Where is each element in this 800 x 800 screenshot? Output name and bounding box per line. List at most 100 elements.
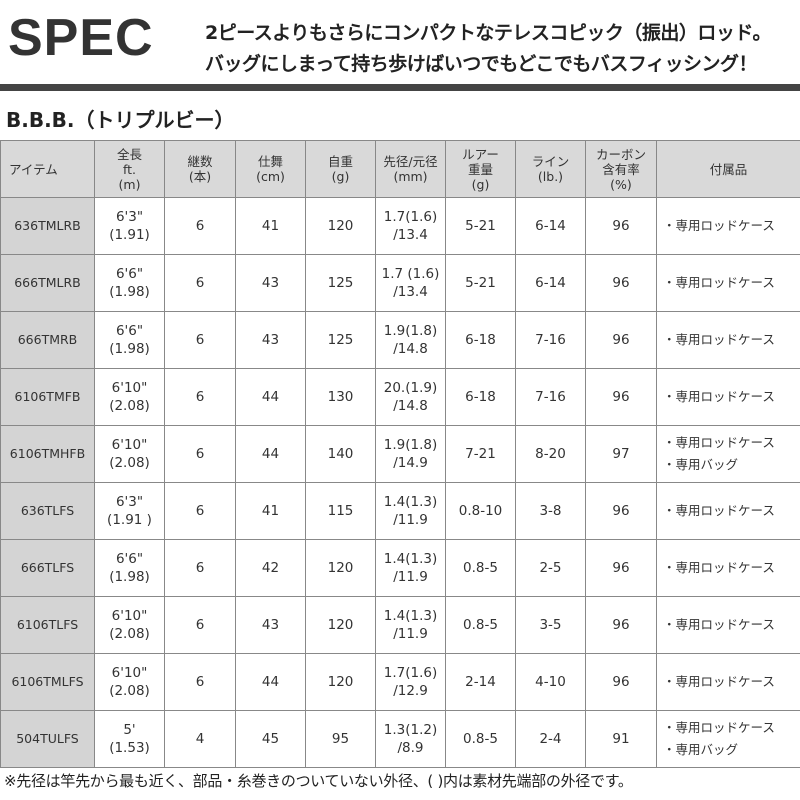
item-cell-text: 6106TMLFS xyxy=(11,674,84,689)
weight-cell: 120 xyxy=(305,596,376,654)
weight-cell-text: 140 xyxy=(327,446,354,462)
lure-weight-cell: 2-14 xyxy=(445,653,516,711)
lure-weight-cell: 0.8-10 xyxy=(445,482,516,540)
header-text: (g) xyxy=(331,169,350,184)
length-cell: 5' (1.53) xyxy=(94,710,165,768)
item-cell-text: 666TMRB xyxy=(17,332,78,347)
header-text: アイテム xyxy=(9,161,58,177)
column-header: 先径/元径 (mm) xyxy=(375,140,446,198)
closed-length-cell: 43 xyxy=(235,311,306,369)
header-text: (m) xyxy=(118,176,141,192)
carbon-cell-text: 96 xyxy=(612,275,630,291)
weight-cell-text: 120 xyxy=(327,560,354,576)
length-cell: 6'10" (2.08) xyxy=(94,425,165,483)
header-text: 付属品 xyxy=(709,161,748,177)
pieces-cell: 6 xyxy=(164,368,236,426)
accessories-cell: ・専用ロッドケース xyxy=(656,368,800,426)
accessories-cell: ・専用ロッドケース xyxy=(656,539,800,597)
carbon-cell: 96 xyxy=(585,596,657,654)
column-header: 付属品 xyxy=(656,140,800,198)
diameter-cell-text: 1.4(1.3) xyxy=(383,551,438,567)
length-cell-text: (2.08) xyxy=(109,683,150,699)
header-text: (cm) xyxy=(256,169,285,184)
pieces-cell: 4 xyxy=(164,710,236,768)
item-cell: 666TMRB xyxy=(0,311,95,369)
line-cell-text: 6-14 xyxy=(535,275,566,291)
spec-title: SPEC xyxy=(8,9,154,67)
length-cell: 6'10" (2.08) xyxy=(94,368,165,426)
closed-length-cell: 41 xyxy=(235,197,306,255)
header-text: (%) xyxy=(610,176,632,192)
header-text: ルアー xyxy=(462,146,499,162)
accessories-cell-text: ・専用ロッドケース xyxy=(663,435,775,450)
length-cell-text: 6'6" xyxy=(115,323,144,339)
lure-weight-cell-text: 0.8-10 xyxy=(458,503,503,519)
pieces-cell-text: 6 xyxy=(195,503,205,519)
diameter-cell: 1.4(1.3) /11.9 xyxy=(375,482,446,540)
accessories-cell-text: ・専用バッグ xyxy=(663,742,739,757)
lure-weight-cell-text: 0.8-5 xyxy=(463,617,498,633)
length-cell-text: (1.53) xyxy=(109,740,150,756)
accessories-cell: ・専用ロッドケース xyxy=(656,653,800,711)
weight-cell: 95 xyxy=(305,710,376,768)
header-text: 自重 xyxy=(327,154,353,169)
item-cell: 666TMLRB xyxy=(0,254,95,312)
diameter-cell-text: 1.7(1.6) xyxy=(383,665,438,681)
closed-length-cell-text: 44 xyxy=(261,674,280,690)
line-cell-text: 6-14 xyxy=(535,218,566,234)
line-cell-text: 7-16 xyxy=(535,332,566,348)
length-cell-text: 6'10" xyxy=(111,380,148,396)
table-row: 504TULFS 5' (1.53) 4 45 95 1.3(1.2) /8.9 0.8-5 2-… xyxy=(0,710,800,768)
length-cell-text: (2.08) xyxy=(109,398,150,414)
pieces-cell-text: 4 xyxy=(195,731,205,747)
column-header: 仕舞 (cm) xyxy=(235,140,306,198)
lure-weight-cell-text: 6-18 xyxy=(465,389,496,405)
lure-weight-cell: 6-18 xyxy=(445,311,516,369)
diameter-cell: 1.4(1.3) /11.9 xyxy=(375,596,446,654)
diameter-cell-text: /14.8 xyxy=(393,398,428,414)
length-cell: 6'6" (1.98) xyxy=(94,539,165,597)
column-header: カーボン 含有率 (%) xyxy=(585,140,657,198)
accessories-cell: ・専用ロッドケース ・専用バッグ xyxy=(656,710,800,768)
diameter-cell-text: /14.8 xyxy=(393,341,428,357)
item-cell: 6106TMFB xyxy=(0,368,95,426)
weight-cell: 125 xyxy=(305,254,376,312)
line-cell-text: 2-4 xyxy=(539,731,562,747)
lure-weight-cell: 5-21 xyxy=(445,197,516,255)
diameter-cell: 1.7(1.6) /12.9 xyxy=(375,653,446,711)
table-row: 6106TMLFS 6'10" (2.08) 6 44 120 1.7(1.6) /12.9 2… xyxy=(0,653,800,711)
item-cell-text: 6106TMFB xyxy=(14,389,81,404)
line-cell: 3-5 xyxy=(515,596,586,654)
diameter-cell-text: /13.4 xyxy=(393,284,428,300)
length-cell-text: 6'10" xyxy=(111,665,148,681)
header-text: 全長 xyxy=(116,146,142,162)
line-cell-text: 4-10 xyxy=(535,674,566,690)
spec-table: アイテム 全長 ft. (m) 継数 (本) 仕舞 (cm) 自重 (g) 先径/元径 (mm) ルアー… xyxy=(0,140,800,768)
closed-length-cell-text: 42 xyxy=(261,560,280,576)
diameter-cell-text: /14.9 xyxy=(393,455,428,471)
carbon-cell: 91 xyxy=(585,710,657,768)
length-cell-text: (1.98) xyxy=(109,284,150,300)
table-row: 6106TMFB 6'10" (2.08) 6 44 130 20.(1.9) /14.8 6-… xyxy=(0,368,800,426)
lure-weight-cell-text: 5-21 xyxy=(465,218,496,234)
weight-cell: 120 xyxy=(305,197,376,255)
series-title: B.B.B.（トリプルビー） xyxy=(6,108,235,132)
pieces-cell-text: 6 xyxy=(195,560,205,576)
closed-length-cell: 45 xyxy=(235,710,306,768)
carbon-cell: 96 xyxy=(585,482,657,540)
carbon-cell: 96 xyxy=(585,368,657,426)
table-row: 6106TMHFB 6'10" (2.08) 6 44 140 1.9(1.8) /14.9 7… xyxy=(0,425,800,483)
closed-length-cell: 43 xyxy=(235,254,306,312)
lure-weight-cell: 0.8-5 xyxy=(445,710,516,768)
diameter-cell: 1.7(1.6) /13.4 xyxy=(375,197,446,255)
diameter-cell: 1.9(1.8) /14.9 xyxy=(375,425,446,483)
header-text: 仕舞 xyxy=(257,154,283,169)
accessories-cell: ・専用ロッドケース xyxy=(656,311,800,369)
carbon-cell: 96 xyxy=(585,539,657,597)
closed-length-cell: 44 xyxy=(235,653,306,711)
header-text: (g) xyxy=(471,176,490,192)
carbon-cell: 96 xyxy=(585,197,657,255)
closed-length-cell-text: 44 xyxy=(261,389,280,405)
diameter-cell: 1.7 (1.6) /13.4 xyxy=(375,254,446,312)
item-cell: 6106TMLFS xyxy=(0,653,95,711)
